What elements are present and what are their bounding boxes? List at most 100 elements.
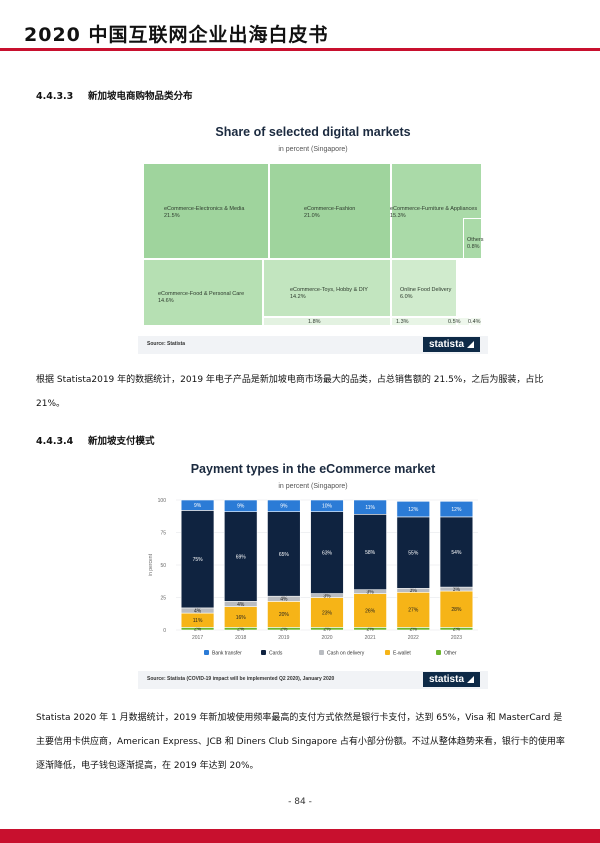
- bar-data-label: 69%: [236, 554, 247, 560]
- bar-data-label: 3%: [410, 588, 418, 594]
- bar-data-label: 27%: [408, 608, 419, 614]
- bar-segment: [439, 516, 474, 588]
- x-tick-label: 2017: [192, 635, 203, 641]
- y-tick-label: 50: [160, 563, 166, 569]
- section-title: 新加坡电商购物品类分布: [88, 91, 193, 102]
- x-tick-label: 2022: [408, 635, 419, 641]
- y-tick-label: 0: [163, 628, 166, 634]
- y-tick-label: 75: [160, 531, 166, 537]
- bar-data-label: 75%: [193, 557, 204, 563]
- bar-segment: [353, 593, 387, 628]
- legend-swatch: [385, 650, 390, 655]
- bar-data-label: 26%: [365, 608, 376, 614]
- statista-logo: statista: [422, 337, 480, 352]
- bar-data-label: 2%: [237, 627, 245, 633]
- treemap-cell: Online Food Delivery 6.0%: [391, 259, 457, 317]
- treemap-cell-value: 21.5%: [164, 213, 180, 219]
- bar-data-label: 3%: [453, 587, 461, 593]
- bar-segment: [439, 501, 474, 518]
- legend-label: Cards: [269, 651, 283, 657]
- chart-subtitle: in percent (Singapore): [278, 483, 348, 490]
- y-tick-label: 100: [158, 498, 167, 504]
- paragraph-1: 根据 Statista2019 年的数据统计，2019 年电子产品是新加坡电商市…: [36, 375, 544, 409]
- treemap-cell: 0.4%: [468, 317, 482, 326]
- treemap-cell: eCommerce-Toys, Hobby & DIY 14.2%: [263, 259, 391, 317]
- statista-mark-icon: [467, 676, 474, 683]
- bar-data-label: 9%: [194, 503, 202, 509]
- x-tick-label: 2018: [235, 635, 246, 641]
- bar-data-label: 2%: [410, 627, 418, 633]
- paragraph-2: Statista 2020 年 1 月数据统计，2019 年新加坡使用频率最高的…: [36, 713, 565, 771]
- bar-data-label: 2%: [453, 627, 461, 633]
- bar-data-label: 11%: [193, 618, 203, 624]
- treemap-cell: 0.5%: [448, 317, 470, 326]
- bar-segment: [353, 513, 387, 591]
- bar-data-label: 12%: [451, 507, 462, 513]
- bar-data-label: 55%: [408, 550, 419, 556]
- page-number: - 84 -: [288, 797, 312, 807]
- bar-data-label: 9%: [237, 504, 245, 510]
- section-number: 4.4.3.4: [36, 436, 74, 447]
- chart-footer: Source: Statista statista: [138, 336, 488, 354]
- bar-segment: [396, 501, 430, 518]
- bar-data-label: 54%: [451, 550, 462, 556]
- bar-data-label: 23%: [322, 610, 333, 616]
- y-axis-label: in percent: [148, 553, 154, 576]
- treemap-cell-value: 6.0%: [400, 294, 413, 300]
- legend-swatch: [319, 650, 324, 655]
- x-tick-label: 2023: [451, 635, 462, 641]
- section-heading-1: 4.4.3.3 新加坡电商购物品类分布: [36, 88, 193, 102]
- chart-footer: Source: Statista (COVID-19 impact will b…: [138, 671, 488, 689]
- treemap-cell: eCommerce-Food & Personal Care 14.6%: [143, 259, 263, 326]
- chart-title: Share of selected digital markets: [215, 125, 411, 139]
- bar-segment: [396, 516, 430, 589]
- chart-title: Payment types in the eCommerce market: [190, 462, 436, 476]
- treemap-cell-label: eCommerce-Electronics & Media: [164, 206, 245, 212]
- treemap-cell-value: 0.8%: [467, 244, 480, 250]
- treemap-cell: 1.3%: [391, 317, 457, 326]
- chart-source: Source: Statista (COVID-19 impact will b…: [147, 676, 335, 682]
- treemap-cell-label: eCommerce-Fashion: [304, 206, 356, 212]
- header-rule: [0, 48, 600, 51]
- bar-segment: [224, 499, 258, 512]
- bar-data-label: 20%: [279, 612, 290, 618]
- bar-data-label: 3%: [367, 589, 375, 595]
- legend-label: Cash on delivery: [327, 651, 365, 657]
- bar-data-label: 12%: [408, 507, 419, 513]
- bar-segment: [353, 499, 387, 515]
- payments-chart: 0 25 50 75 100 in percent 2% 11% 4% 75% 9% 2017 2% 16…: [148, 498, 478, 657]
- payments-figure: Payment types in the eCommerce market in…: [138, 458, 488, 694]
- bar-segment: [439, 590, 474, 628]
- chart-source: Source: Statista: [147, 341, 186, 347]
- treemap-cell: eCommerce-Furniture & Appliances 15.3%: [390, 163, 482, 259]
- treemap-cell: eCommerce-Electronics & Media 21.5%: [143, 163, 269, 259]
- bar-data-label: 4%: [280, 597, 288, 603]
- treemap-cell-label: eCommerce-Toys, Hobby & DIY: [290, 287, 368, 293]
- treemap-cell-value: 1.3%: [396, 319, 409, 325]
- bar-data-label: 63%: [322, 550, 333, 556]
- footer-rule: [0, 829, 600, 843]
- chart-subtitle: in percent (Singapore): [278, 146, 348, 153]
- bar-data-label: 58%: [365, 550, 376, 556]
- legend-swatch: [204, 650, 209, 655]
- treemap-cell-value: 1.8%: [308, 319, 321, 325]
- y-tick-label: 25: [160, 596, 166, 602]
- bar-data-label: 10%: [322, 504, 333, 510]
- treemap-figure: Share of selected digital markets in per…: [138, 118, 488, 356]
- section-heading-2: 4.4.3.4 新加坡支付模式: [36, 433, 155, 447]
- header-title: 2020 中国互联网企业出海白皮书: [24, 24, 329, 46]
- treemap-cell-label: Others: [467, 237, 484, 243]
- statista-mark-icon: [467, 341, 474, 348]
- bar-data-label: 65%: [279, 552, 290, 558]
- bar-data-label: 2%: [194, 627, 202, 633]
- legend-label: Bank transfer: [212, 651, 242, 657]
- bar-data-label: 2%: [280, 627, 288, 633]
- treemap-cell-value: 15.3%: [390, 213, 406, 219]
- treemap-cell: eCommerce-Fashion 21.0%: [269, 163, 391, 259]
- treemap-cell-label: eCommerce-Furniture & Appliances: [390, 206, 478, 212]
- treemap-cell-label: eCommerce-Food & Personal Care: [158, 291, 245, 297]
- bar-segment: [267, 499, 301, 512]
- bar-data-label: 9%: [280, 504, 288, 510]
- treemap-cell-label: Online Food Delivery: [400, 287, 452, 293]
- bar-data-label: 4%: [237, 602, 245, 608]
